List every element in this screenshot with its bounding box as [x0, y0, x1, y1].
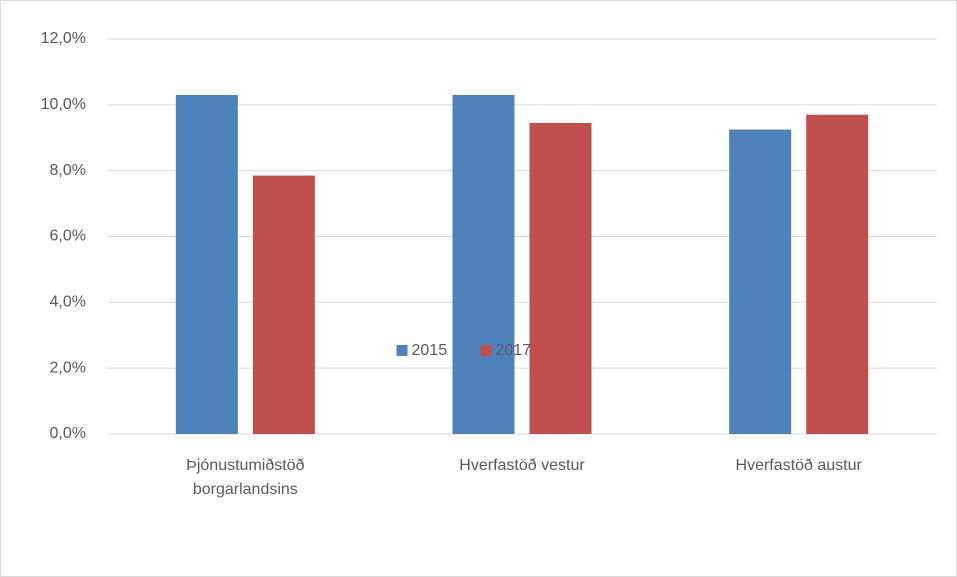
bar — [175, 94, 238, 434]
x-tick-label: Þjónustumiðstöð borgarlandsins — [186, 457, 305, 498]
y-tick-label: 6,0% — [50, 228, 86, 245]
y-tick-label: 2,0% — [50, 359, 86, 376]
legend-swatch — [396, 345, 408, 356]
x-tick-label: Hverfastöð austur — [735, 457, 862, 474]
y-tick-label: 8,0% — [50, 162, 86, 179]
x-tick-label: Hverfastöð vestur — [459, 457, 585, 474]
y-tick-label: 0,0% — [50, 425, 86, 442]
bar — [529, 122, 592, 434]
bar — [806, 114, 869, 434]
y-tick-label: 4,0% — [50, 294, 86, 311]
legend-label: 2015 — [412, 342, 448, 359]
legend-swatch — [480, 345, 492, 356]
y-tick-label: 12,0% — [41, 30, 86, 47]
legend-label: 2017 — [496, 342, 532, 359]
bar — [452, 94, 515, 434]
bar — [252, 175, 315, 434]
bar — [729, 129, 792, 435]
y-tick-label: 10,0% — [41, 96, 86, 113]
